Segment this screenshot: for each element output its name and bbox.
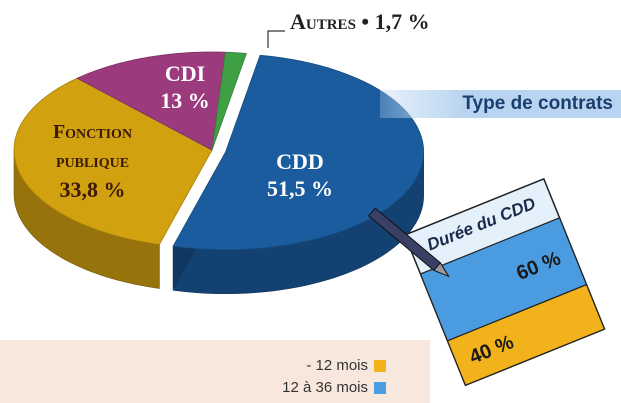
slice-label: Autres • 1,7 % [290, 8, 430, 35]
legend-label: 12 à 36 mois [282, 379, 368, 396]
legend-swatch [374, 382, 386, 394]
slice-label: CDI 13 % [145, 60, 225, 114]
leader-line [268, 31, 285, 48]
slice-label: CDD 51,5 % [235, 148, 365, 202]
value-label: 33,8 % [40, 176, 145, 203]
chart-title: Type de contrats [380, 90, 621, 118]
category-label: CDD [235, 148, 365, 175]
category-label: Autres [290, 9, 356, 34]
label-separator: • [361, 9, 369, 34]
legend-label: - 12 mois [306, 357, 368, 374]
legend-item: 12 à 36 mois [282, 379, 386, 396]
legend-item: - 12 mois [306, 357, 386, 374]
value-label: 51,5 % [235, 175, 365, 202]
infographic: Durée du CDD40 %60 % Type de contrats CD… [0, 0, 621, 403]
category-label: Fonction publique [40, 118, 145, 176]
legend-swatch [374, 360, 386, 372]
category-label: CDI [145, 60, 225, 87]
value-label: 1,7 % [375, 9, 430, 34]
value-label: 13 % [145, 87, 225, 114]
slice-label: Fonction publique 33,8 % [40, 118, 145, 203]
